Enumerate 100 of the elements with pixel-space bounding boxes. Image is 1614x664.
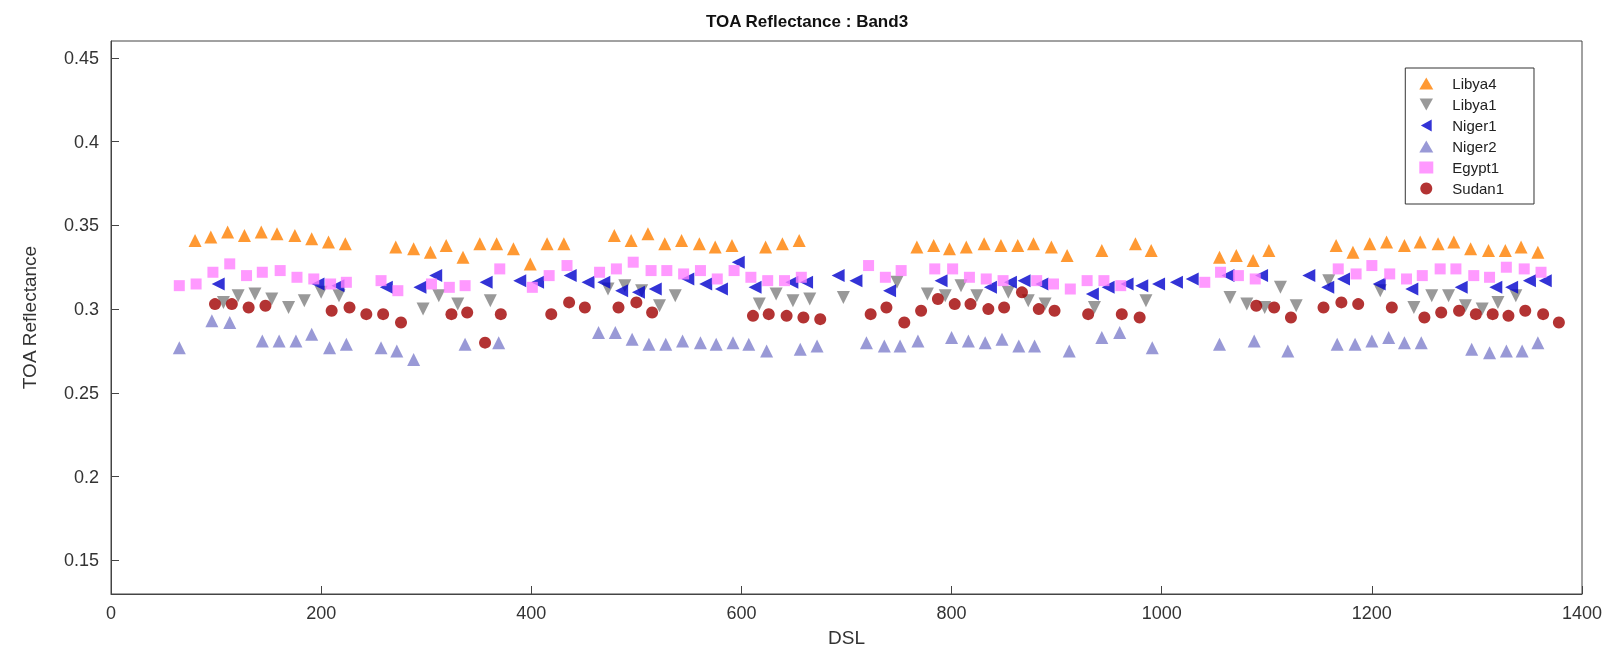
y-axis-title: TOA Reflectance — [19, 245, 40, 390]
point — [982, 303, 995, 316]
legend-label: Libya4 — [1452, 75, 1497, 92]
point — [1522, 274, 1536, 288]
point — [893, 339, 907, 353]
point — [1015, 286, 1028, 299]
point — [255, 334, 269, 348]
point — [592, 326, 606, 340]
x-axis-title: DSL — [828, 627, 865, 648]
point — [390, 344, 404, 358]
point — [898, 316, 911, 329]
point — [1407, 300, 1421, 314]
point — [432, 289, 446, 303]
point — [1454, 280, 1468, 294]
point — [374, 341, 388, 355]
point — [1321, 280, 1335, 294]
point — [1531, 336, 1545, 350]
point — [1486, 308, 1499, 321]
y-tick-label: 0.25 — [63, 382, 99, 403]
point — [911, 334, 925, 348]
point — [597, 275, 611, 289]
point — [360, 308, 373, 321]
point — [1397, 336, 1411, 350]
point — [563, 296, 576, 309]
y-tick-label: 0.4 — [73, 131, 99, 152]
point — [1062, 344, 1076, 358]
point — [563, 269, 577, 283]
point — [172, 341, 186, 355]
point — [1537, 308, 1550, 321]
point — [748, 280, 762, 294]
point — [1317, 301, 1330, 314]
point — [615, 284, 629, 298]
point — [1281, 344, 1295, 358]
legend-label: Niger2 — [1452, 138, 1497, 155]
point — [769, 287, 783, 301]
point — [1435, 306, 1448, 319]
point — [1418, 311, 1431, 324]
point — [1113, 326, 1127, 340]
point — [890, 275, 904, 289]
point — [693, 336, 707, 350]
point — [492, 336, 506, 350]
point — [1519, 304, 1532, 317]
y-tick-label: 0.2 — [73, 466, 99, 487]
point — [323, 341, 337, 355]
point — [305, 327, 319, 341]
point — [978, 336, 992, 350]
point — [1348, 337, 1362, 351]
point — [1135, 279, 1149, 293]
point — [877, 339, 891, 353]
point — [297, 294, 311, 308]
x-tick-label: 1200 — [1351, 603, 1392, 623]
point — [1095, 331, 1109, 345]
point — [931, 293, 944, 306]
point — [1483, 346, 1497, 360]
point — [1414, 336, 1428, 350]
point — [1085, 287, 1099, 301]
point — [1458, 299, 1472, 313]
x-tick-label: 0 — [105, 603, 117, 623]
point — [630, 296, 643, 309]
point — [752, 297, 766, 311]
point — [714, 282, 728, 296]
point — [998, 301, 1011, 314]
point — [1169, 275, 1183, 289]
legend-label: Niger1 — [1452, 117, 1497, 134]
point — [668, 289, 682, 303]
y-tick-label: 0.15 — [63, 550, 99, 571]
point — [762, 308, 775, 321]
point — [849, 274, 863, 288]
point — [1491, 295, 1505, 309]
point — [646, 306, 659, 319]
point — [1442, 289, 1456, 303]
point — [211, 277, 225, 291]
point — [1223, 290, 1237, 304]
point — [948, 298, 961, 311]
point — [223, 316, 237, 330]
point — [265, 292, 279, 306]
point — [938, 289, 952, 303]
point — [934, 274, 948, 288]
point — [760, 344, 774, 358]
point — [483, 294, 497, 308]
point — [1185, 272, 1199, 286]
point — [726, 336, 740, 350]
point — [1538, 274, 1552, 288]
point — [1268, 301, 1281, 314]
point — [407, 352, 421, 366]
y-tick-label: 0.3 — [73, 299, 99, 320]
point — [970, 289, 984, 303]
point — [242, 301, 255, 314]
point — [864, 308, 877, 321]
point — [1115, 308, 1128, 321]
point — [1139, 294, 1153, 308]
point — [1048, 304, 1061, 317]
point — [747, 309, 759, 322]
point — [625, 332, 639, 346]
point — [1028, 339, 1042, 353]
point — [1032, 303, 1045, 316]
point — [920, 287, 934, 301]
point — [325, 304, 338, 317]
point — [786, 294, 800, 308]
point — [429, 269, 443, 283]
